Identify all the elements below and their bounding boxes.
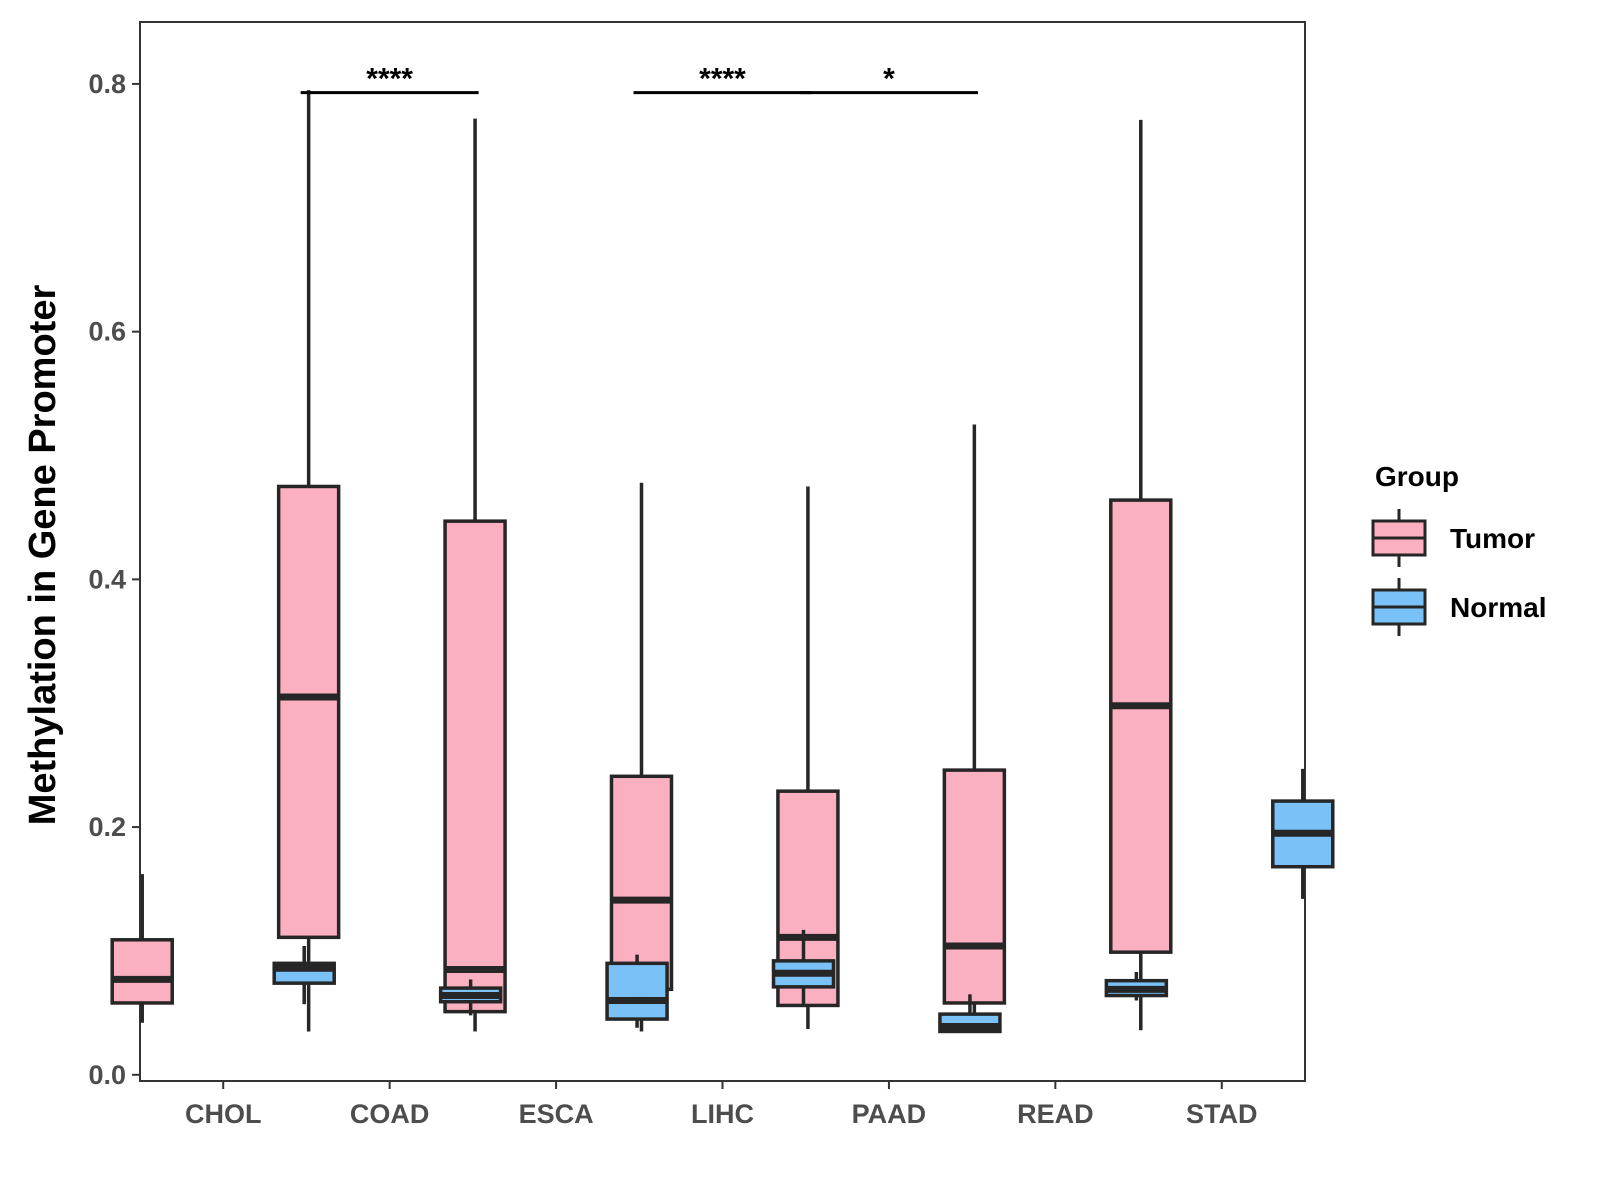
x-tick-label: PAAD	[852, 1099, 927, 1129]
box-tumor-read	[942, 424, 1007, 1031]
box-normal-paad	[938, 994, 1002, 1034]
box-body	[609, 774, 674, 992]
box-tumor-coad	[276, 90, 341, 1032]
legend: Group Tumor Normal	[1371, 461, 1546, 636]
box-body	[1109, 498, 1173, 954]
significance-layer: **** **** *	[300, 63, 978, 96]
significance-label: ****	[699, 63, 746, 96]
y-axis-title: Methylation in Gene Promoter	[22, 285, 64, 826]
x-axis: CHOL COAD ESCA LIHC PAAD READ STAD	[185, 1081, 1258, 1129]
y-tick-label: 0.8	[88, 69, 126, 99]
x-tick-label: STAD	[1186, 1099, 1258, 1129]
y-axis: 0.0 0.2 0.4 0.6 0.8	[88, 69, 140, 1090]
legend-label: Tumor	[1450, 523, 1535, 554]
box-normal-coad	[438, 979, 503, 1016]
legend-item-normal: Normal	[1371, 578, 1546, 636]
box-tumor-lihc	[609, 482, 674, 1032]
y-tick-label: 0.4	[88, 564, 126, 594]
box-tumor-esca	[443, 118, 507, 1032]
legend-title: Group	[1375, 461, 1459, 492]
x-tick-label: ESCA	[519, 1099, 594, 1129]
y-tick-label: 0.6	[88, 317, 126, 347]
x-tick-label: READ	[1017, 1099, 1094, 1129]
box-tumor-stad	[1109, 119, 1173, 1031]
box-body	[110, 938, 174, 1005]
significance-label: ****	[366, 63, 413, 96]
legend-label: Normal	[1450, 592, 1546, 623]
box-body	[942, 768, 1007, 1005]
x-tick-label: LIHC	[691, 1099, 754, 1129]
box-normal-lihc	[771, 929, 836, 1006]
box-body	[276, 484, 341, 940]
y-tick-label: 0.2	[88, 812, 126, 842]
box-normal-chol	[272, 945, 336, 1005]
box-body	[443, 519, 507, 1014]
box-normal-esca	[605, 954, 669, 1028]
box-normal-read	[1104, 972, 1169, 1001]
x-tick-label: CHOL	[185, 1099, 262, 1129]
significance-label: *	[883, 63, 895, 96]
box-tumor-chol	[110, 874, 174, 1023]
y-tick-label: 0.0	[88, 1060, 126, 1090]
x-tick-label: COAD	[350, 1099, 430, 1129]
box-body	[605, 961, 669, 1021]
legend-item-tumor: Tumor	[1371, 509, 1535, 567]
box-normal-stad	[1271, 768, 1335, 899]
box-layer	[110, 90, 1335, 1034]
